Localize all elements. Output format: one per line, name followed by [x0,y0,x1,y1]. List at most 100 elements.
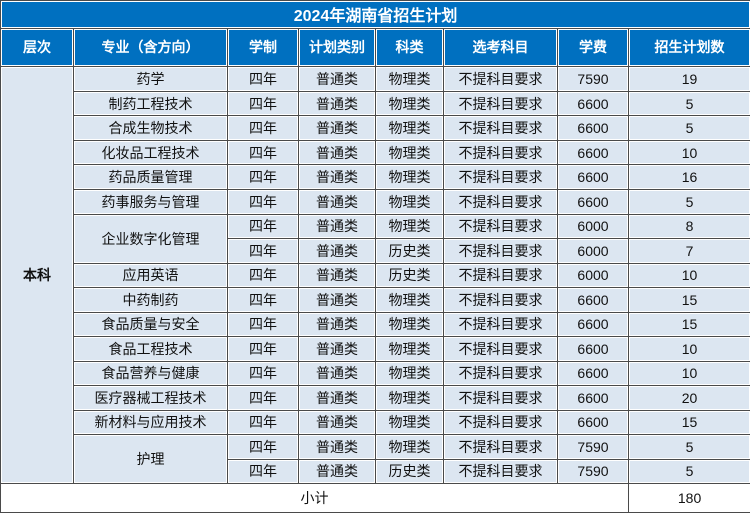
count-cell: 19 [627,66,750,92]
duration-cell: 四年 [227,188,299,215]
count-cell: 16 [627,164,750,190]
exam-req-cell: 不提科目要求 [443,90,558,117]
plan-type-cell: 普通类 [298,434,376,460]
count-cell: 5 [627,188,750,215]
page-title: 2024年湖南省招生计划 [0,0,750,29]
subject-type-cell: 物理类 [375,360,444,387]
header-cell-plan-type: 计划类别 [298,27,376,68]
subject-type-cell: 物理类 [375,164,444,190]
fee-cell: 6600 [557,385,629,411]
major-cell: 新材料与应用技术 [73,409,228,436]
duration-cell: 四年 [227,311,299,338]
major-cell: 药学 [73,66,228,92]
subject-type-cell: 物理类 [375,90,444,117]
subtotal-total: 180 [627,483,750,513]
subject-type-cell: 物理类 [375,139,444,166]
major-cell: 企业数字化管理 [73,213,228,264]
major-cell: 合成生物技术 [73,115,228,141]
table-row: 企业数字化管理 四年 普通类 物理类 不提科目要求 6000 8 [1,213,750,264]
exam-req-cell: 不提科目要求 [443,66,558,92]
major-cell: 食品工程技术 [73,336,228,362]
count-cell: 10 [627,139,750,166]
subject-type-cell: 物理类 [375,188,444,215]
duration-cell: 四年 [227,66,299,92]
fee-cell: 6000 [557,262,629,289]
fee-cell: 6600 [557,287,629,313]
subject-type-cell: 物理类 [375,434,444,460]
major-cell: 中药制药 [73,287,228,313]
table-row: 护理 四年 普通类 物理类 不提科目要求 7590 5 [1,434,750,485]
count-cell: 15 [627,311,750,338]
duration-cell: 四年 [227,385,299,411]
fee-cell: 6600 [557,164,629,190]
plan-type-cell: 普通类 [298,360,376,387]
subject-type-cell: 物理类 [375,336,444,362]
duration-cell: 四年 [227,164,299,190]
fee-cell: 6600 [557,115,629,141]
header-cell-major: 专业（含方向） [73,27,228,68]
duration-cell: 四年 [227,458,299,485]
fee-cell: 6600 [557,409,629,436]
plan-type-cell: 普通类 [298,336,376,362]
table-row: 制药工程技术 四年 普通类 物理类 不提科目要求 6600 5 [1,90,750,117]
plan-type-cell: 普通类 [298,409,376,436]
table-row: 化妆品工程技术 四年 普通类 物理类 不提科目要求 6600 10 [1,139,750,166]
fee-cell: 7590 [557,434,629,460]
exam-req-cell: 不提科目要求 [443,164,558,190]
exam-req-cell: 不提科目要求 [443,360,558,387]
fee-cell: 6000 [557,238,629,264]
exam-req-cell: 不提科目要求 [443,458,558,485]
subject-type-cell: 历史类 [375,458,444,485]
fee-cell: 6600 [557,90,629,117]
count-cell: 10 [627,336,750,362]
major-cell: 护理 [73,434,228,485]
fee-cell: 6000 [557,213,629,240]
duration-cell: 四年 [227,213,299,240]
header-cell-fee: 学费 [557,27,629,68]
exam-req-cell: 不提科目要求 [443,385,558,411]
fee-cell: 6600 [557,188,629,215]
subject-type-cell: 物理类 [375,66,444,92]
subtotal-row: 小计 180 [0,483,750,513]
fee-cell: 7590 [557,458,629,485]
plan-type-cell: 普通类 [298,139,376,166]
duration-cell: 四年 [227,262,299,289]
plan-type-cell: 普通类 [298,66,376,92]
major-cell: 食品营养与健康 [73,360,228,387]
fee-cell: 6600 [557,311,629,338]
table-row: 药品质量管理 四年 普通类 物理类 不提科目要求 6600 16 [1,164,750,190]
subject-type-cell: 物理类 [375,213,444,240]
subtotal-label: 小计 [0,483,629,513]
exam-req-cell: 不提科目要求 [443,262,558,289]
table-row: 应用英语 四年 普通类 历史类 不提科目要求 6000 10 [1,262,750,289]
table-row: 四年 普通类 历史类 不提科目要求 6000 7 [1,238,750,264]
duration-cell: 四年 [227,336,299,362]
plan-type-cell: 普通类 [298,311,376,338]
subject-type-cell: 历史类 [375,238,444,264]
fee-cell: 7590 [557,66,629,92]
plan-type-cell: 普通类 [298,115,376,141]
exam-req-cell: 不提科目要求 [443,434,558,460]
count-cell: 5 [627,90,750,117]
table-row: 食品工程技术 四年 普通类 物理类 不提科目要求 6600 10 [1,336,750,362]
duration-cell: 四年 [227,115,299,141]
plan-type-cell: 普通类 [298,458,376,485]
subject-type-cell: 物理类 [375,115,444,141]
count-cell: 10 [627,262,750,289]
subject-type-cell: 历史类 [375,262,444,289]
major-cell: 食品质量与安全 [73,311,228,338]
plan-type-cell: 普通类 [298,213,376,240]
exam-req-cell: 不提科目要求 [443,139,558,166]
exam-req-cell: 不提科目要求 [443,336,558,362]
table-header-row: 层次 专业（含方向） 学制 计划类别 科类 选考科目 学费 招生计划数 [0,27,750,68]
duration-cell: 四年 [227,238,299,264]
major-cell: 化妆品工程技术 [73,139,228,166]
fee-cell: 6600 [557,336,629,362]
exam-req-cell: 不提科目要求 [443,115,558,141]
major-cell: 制药工程技术 [73,90,228,117]
major-cell: 应用英语 [73,262,228,289]
table-row: 合成生物技术 四年 普通类 物理类 不提科目要求 6600 5 [1,115,750,141]
table-row: 医疗器械工程技术 四年 普通类 物理类 不提科目要求 6600 20 [1,385,750,411]
major-cell: 药品质量管理 [73,164,228,190]
subject-type-cell: 物理类 [375,409,444,436]
